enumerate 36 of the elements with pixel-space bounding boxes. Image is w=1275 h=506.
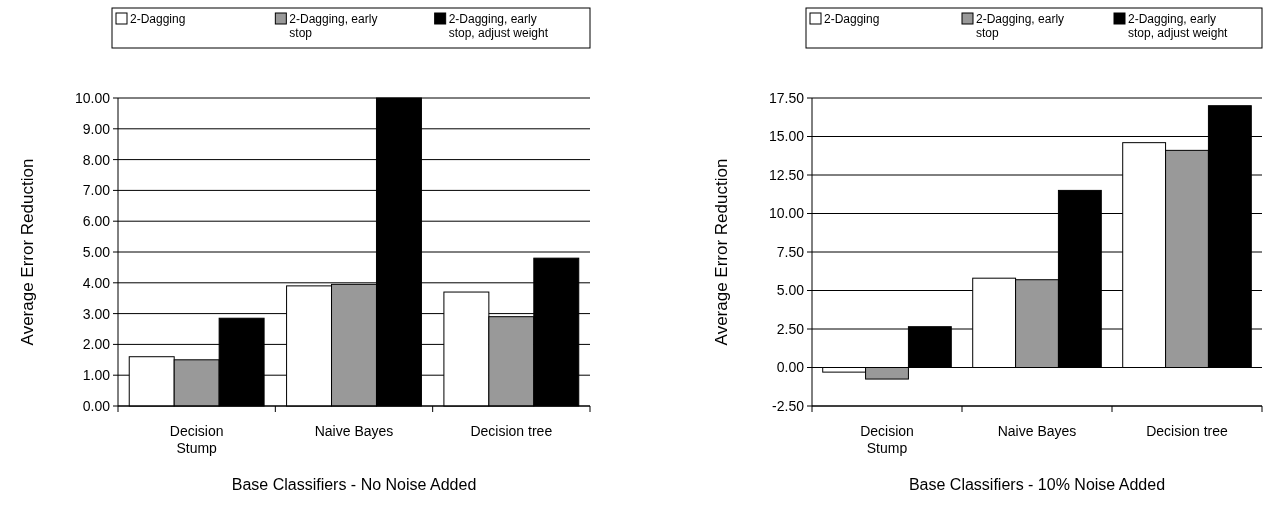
x-tick-label: Decision tree [470,423,553,439]
y-tick-label: 15.00 [768,128,805,145]
x-tick-label: Naive Bayes [997,423,1077,439]
legend-label: 2-Dagging, early stop [289,12,378,40]
legend-label: 2-Dagging, early stop, adjust weight [1128,12,1229,40]
legend-label: 2-Dagging, early stop, adjust weight [448,12,549,40]
y-tick-label: 9.00 [82,120,111,137]
y-tick-label: 10.00 [768,205,805,222]
x-axis-title: Base Classifiers - 10% Noise Added [908,476,1166,493]
y-tick-label: 1.00 [82,367,111,384]
x-tick-label: Decision Stump [860,423,914,456]
legend-label: 2-Dagging [130,12,186,26]
y-tick-label: 5.00 [776,282,805,299]
x-axis-title: Base Classifiers - No Noise Added [231,476,477,493]
x-tick-label: Naive Bayes [314,423,394,439]
legend-label: 2-Dagging [824,12,880,26]
y-tick-label: 7.00 [82,182,111,199]
y-tick-label: 10.00 [74,89,111,106]
y-tick-label: 5.00 [82,243,111,260]
legend-label: 2-Dagging, early stop [976,12,1065,40]
y-tick-label: 4.00 [82,274,111,291]
y-axis-title: Average Error Reduction [18,158,37,346]
x-tick-label: Decision tree [1146,423,1229,439]
y-tick-label: 0.00 [82,397,111,414]
y-tick-label: 17.50 [768,89,805,106]
y-tick-label: -2.50 [772,397,805,414]
y-tick-label: 2.00 [82,336,111,353]
y-tick-label: 3.00 [82,305,111,322]
y-tick-label: 0.00 [776,359,805,376]
y-tick-label: 12.50 [768,166,805,183]
x-tick-label: Decision Stump [169,423,224,456]
y-tick-label: 8.00 [82,151,111,168]
y-tick-label: 7.50 [776,243,805,260]
y-axis-title: Average Error Reduction [712,158,731,346]
y-tick-label: 6.00 [82,213,111,230]
y-tick-label: 2.50 [776,320,805,337]
